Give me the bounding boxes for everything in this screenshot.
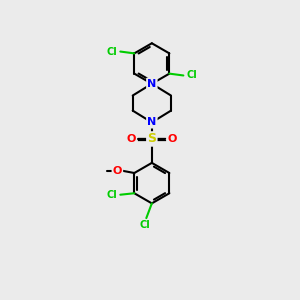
Text: Cl: Cl <box>139 220 150 230</box>
Text: Cl: Cl <box>186 70 197 80</box>
Text: Cl: Cl <box>107 46 118 56</box>
Text: O: O <box>113 166 122 176</box>
Text: S: S <box>147 133 156 146</box>
Text: O: O <box>168 134 177 144</box>
Text: N: N <box>147 79 157 89</box>
Text: Cl: Cl <box>107 190 118 200</box>
Text: O: O <box>127 134 136 144</box>
Text: N: N <box>147 117 157 128</box>
